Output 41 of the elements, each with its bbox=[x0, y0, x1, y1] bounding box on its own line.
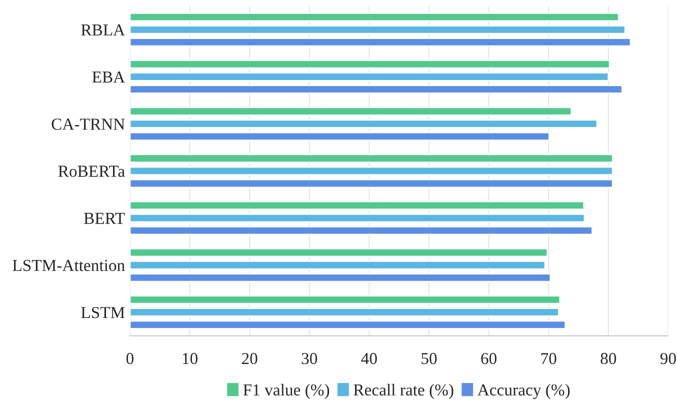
legend-label: Accuracy (%) bbox=[478, 384, 570, 400]
x-tick-label: 50 bbox=[422, 352, 437, 364]
bar bbox=[130, 106, 572, 116]
bar bbox=[130, 248, 548, 258]
bar bbox=[130, 320, 566, 330]
bar bbox=[130, 119, 598, 128]
bar bbox=[130, 132, 550, 141]
legend-label: F1 value (%) bbox=[243, 384, 330, 399]
y-tick-label: BERT bbox=[84, 212, 125, 224]
bar bbox=[130, 84, 623, 94]
bar bbox=[130, 213, 586, 223]
y-tick-label: RBLA bbox=[81, 24, 125, 36]
bar bbox=[130, 38, 632, 47]
bar bbox=[130, 12, 620, 22]
x-tick-label: 0 bbox=[126, 352, 134, 364]
y-tick-label: RoBERTa bbox=[58, 166, 125, 177]
bar bbox=[130, 154, 614, 163]
x-tick-label: 30 bbox=[302, 352, 318, 364]
y-tick-label: LSTM bbox=[81, 306, 125, 318]
y-tick-label: CA-TRNN bbox=[52, 118, 125, 130]
legend-label: Recall rate (%) bbox=[354, 384, 454, 399]
bar bbox=[130, 295, 561, 304]
x-tick-label: 40 bbox=[361, 352, 377, 364]
x-tick-label: 80 bbox=[600, 352, 616, 364]
x-tick-label: 70 bbox=[541, 352, 556, 364]
bar bbox=[130, 200, 585, 210]
x-tick-label: 10 bbox=[182, 352, 198, 364]
bar bbox=[130, 308, 560, 317]
bar bbox=[130, 260, 546, 270]
bar bbox=[130, 60, 610, 69]
y-tick-label: EBA bbox=[92, 72, 125, 83]
x-tick-label: 20 bbox=[242, 352, 258, 364]
x-tick-label: 90 bbox=[660, 352, 676, 364]
x-tick-label: 60 bbox=[481, 352, 496, 364]
bar bbox=[130, 178, 614, 188]
bar bbox=[130, 72, 610, 82]
bar bbox=[130, 25, 626, 34]
bar bbox=[130, 273, 552, 282]
bar bbox=[130, 226, 593, 236]
bar bbox=[130, 166, 614, 176]
y-tick-label: LSTM-Attention bbox=[12, 260, 125, 272]
